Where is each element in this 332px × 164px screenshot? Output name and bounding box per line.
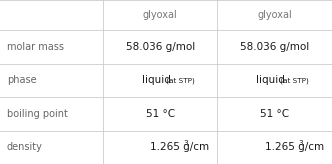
Text: 1.265 g/cm: 1.265 g/cm — [265, 142, 324, 152]
Bar — [0, 131, 103, 164]
Text: 58.036 g/mol: 58.036 g/mol — [240, 42, 309, 52]
Bar — [103, 97, 217, 131]
Text: density: density — [7, 142, 42, 152]
Text: liquid: liquid — [142, 75, 171, 85]
Bar — [217, 131, 332, 164]
Bar — [217, 0, 332, 30]
Text: glyoxal: glyoxal — [143, 10, 178, 20]
Bar — [217, 30, 332, 64]
Text: boiling point: boiling point — [7, 109, 67, 119]
Bar — [0, 0, 103, 30]
Bar — [0, 97, 103, 131]
Text: 58.036 g/mol: 58.036 g/mol — [125, 42, 195, 52]
Text: 3: 3 — [184, 140, 188, 146]
Text: 1.265 g/cm: 1.265 g/cm — [150, 142, 209, 152]
Text: molar mass: molar mass — [7, 42, 64, 52]
Text: liquid: liquid — [256, 75, 285, 85]
Bar — [103, 131, 217, 164]
Bar — [103, 0, 217, 30]
Text: liquid (at STP): liquid (at STP) — [124, 75, 197, 85]
Text: (at STP): (at STP) — [163, 77, 194, 84]
Bar — [0, 64, 103, 97]
Text: glyoxal: glyoxal — [257, 10, 292, 20]
Text: (at STP): (at STP) — [278, 77, 309, 84]
Bar — [103, 30, 217, 64]
Text: liquid (at STP): liquid (at STP) — [238, 75, 311, 85]
Text: phase: phase — [7, 75, 36, 85]
Text: 51 °C: 51 °C — [260, 109, 289, 119]
Text: 51 °C: 51 °C — [146, 109, 175, 119]
Text: 3: 3 — [298, 140, 302, 146]
Bar — [0, 30, 103, 64]
Bar — [217, 97, 332, 131]
Bar — [103, 64, 217, 97]
Bar — [217, 64, 332, 97]
